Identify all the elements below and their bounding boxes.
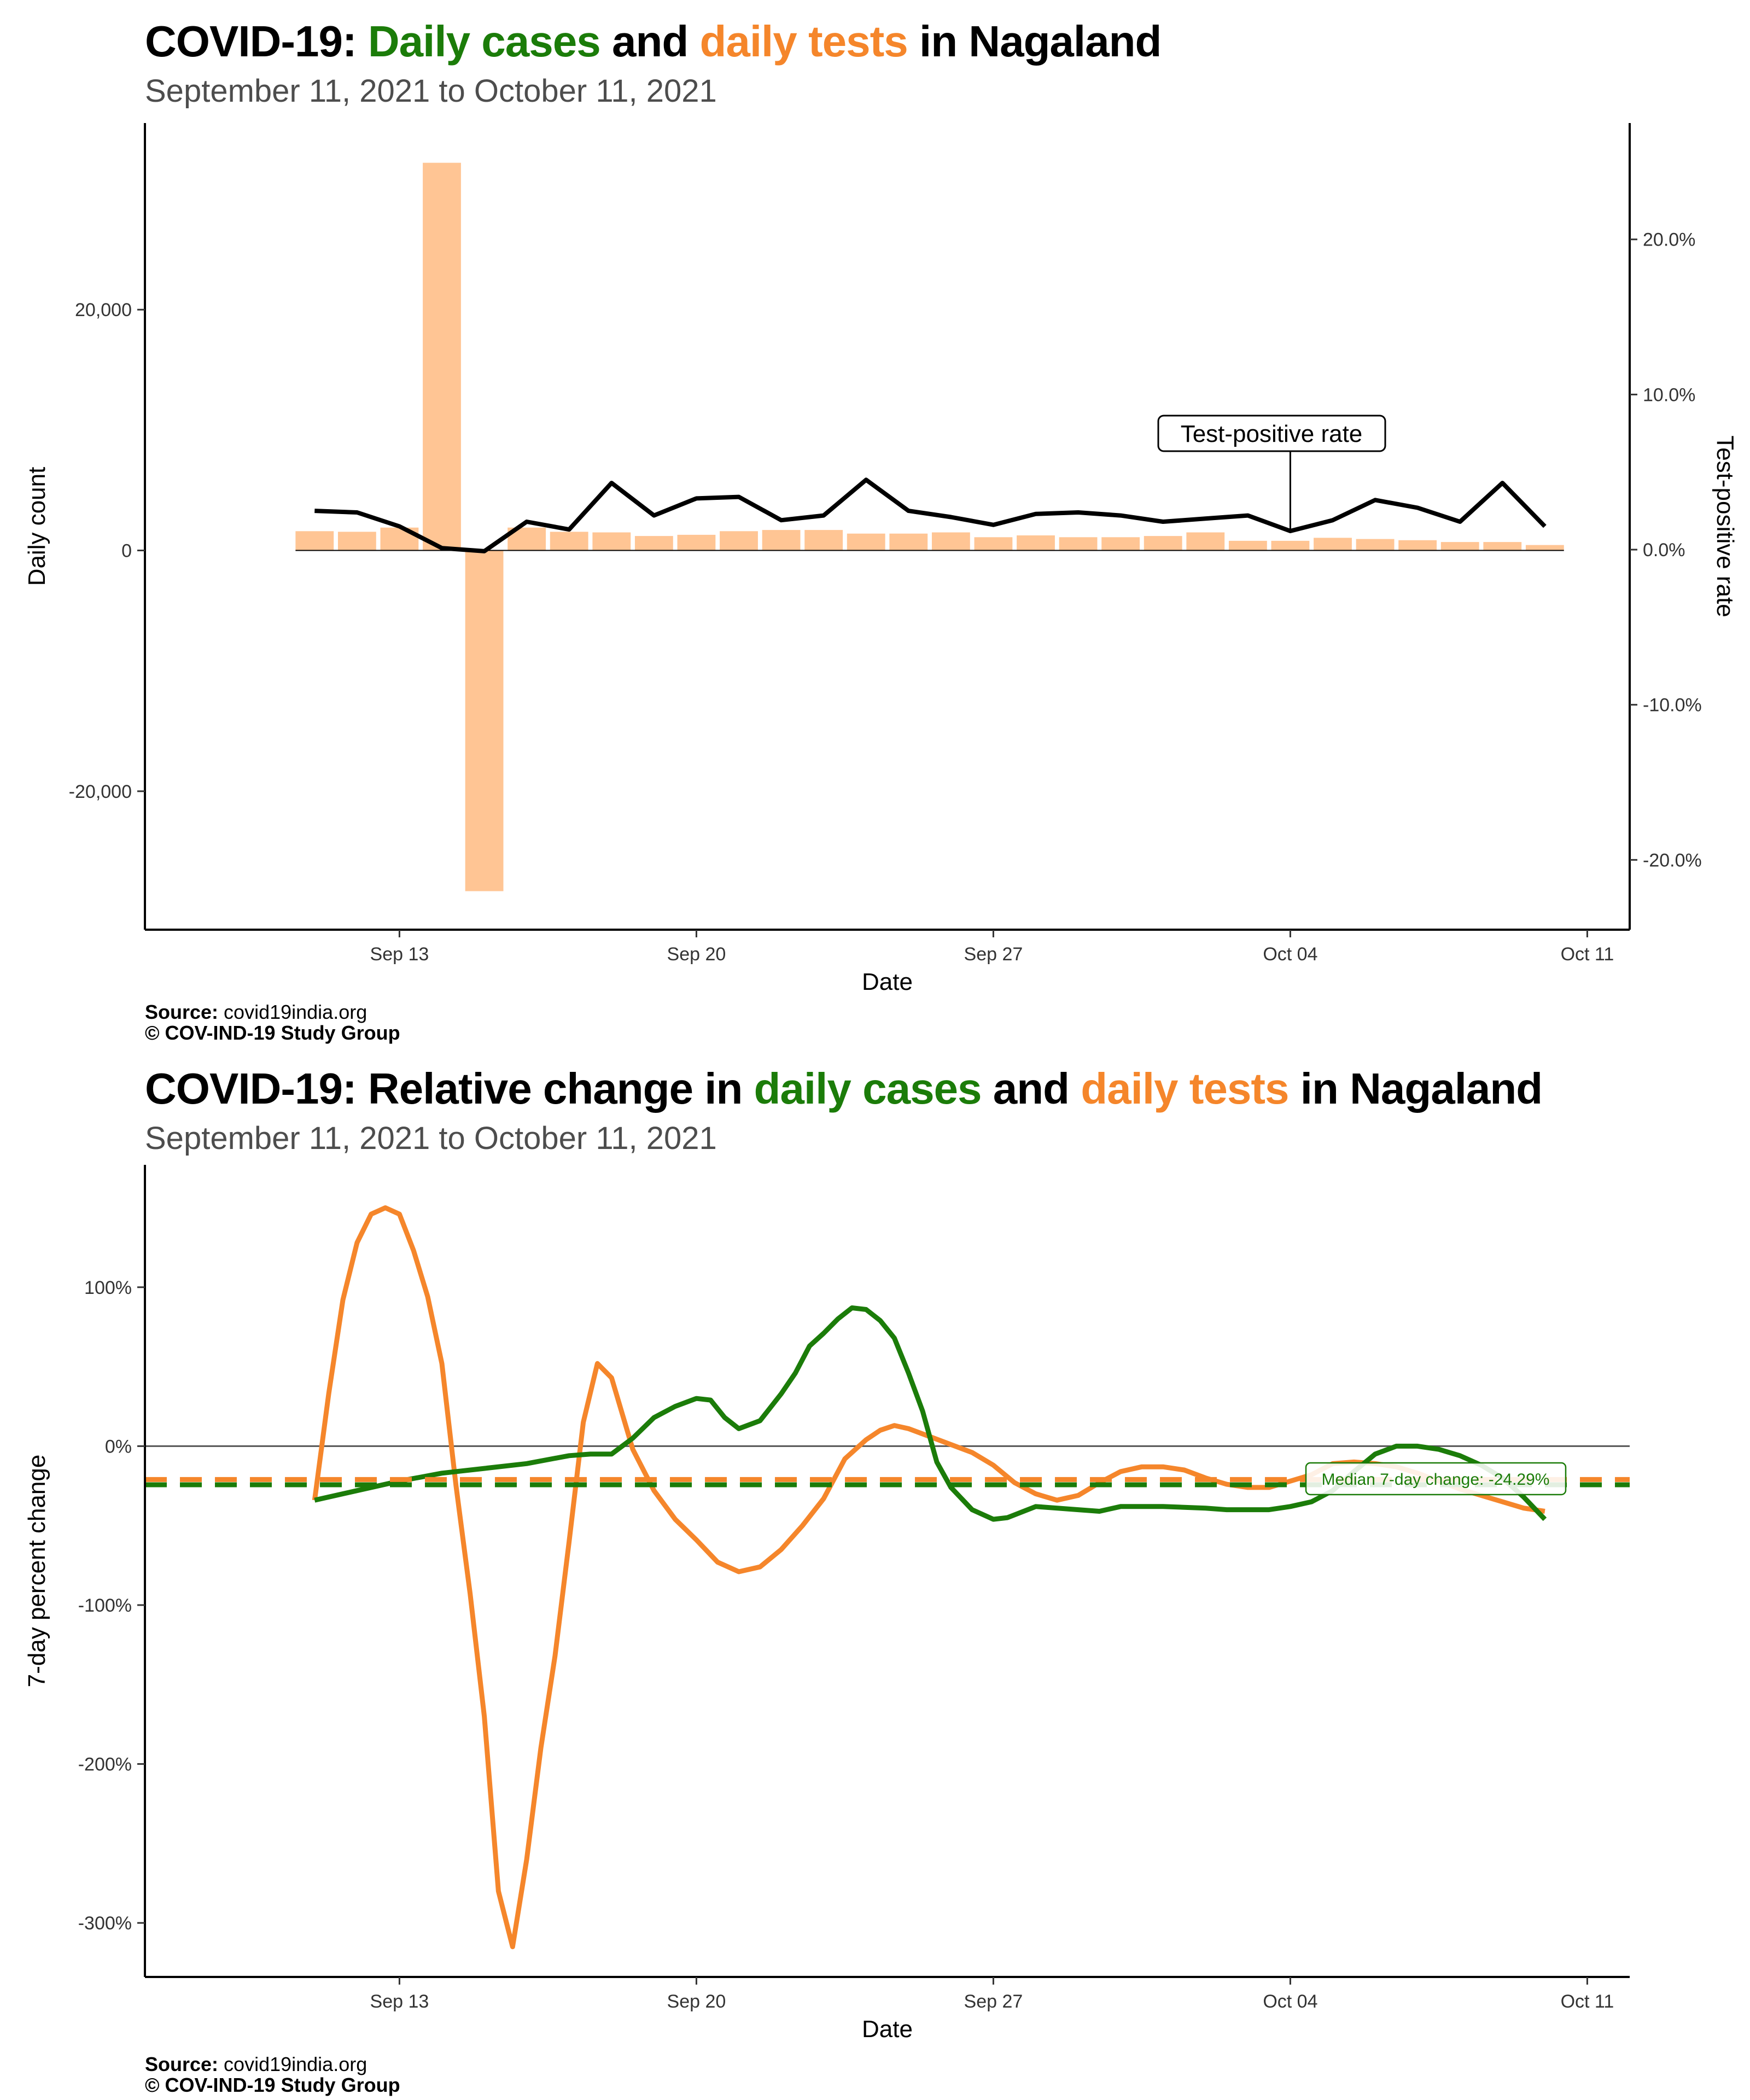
- chart-subtitle: September 11, 2021 to October 11, 2021: [145, 73, 717, 109]
- tests-bar: [1017, 535, 1055, 551]
- title-tests: daily tests: [699, 17, 908, 66]
- title-tests: daily tests: [1081, 1064, 1289, 1113]
- tests-bar: [1314, 538, 1352, 551]
- source-note: Source: covid19india.org: [145, 2054, 367, 2075]
- tests-bar: [677, 534, 716, 551]
- x-tick-label: Oct 04: [1263, 1991, 1317, 2012]
- tests-bar: [423, 162, 461, 551]
- copyright-text: © COV-IND-19 Study Group: [145, 1022, 400, 1044]
- y-tick-label: -20,000: [69, 781, 132, 802]
- tests-bar: [1525, 545, 1564, 551]
- tests-bar: [762, 530, 801, 551]
- tests-change-line: [312, 1205, 1545, 1950]
- chart-title: COVID-19: Relative change in daily cases…: [145, 1064, 1543, 1114]
- x-tick-label: Sep 27: [964, 1991, 1023, 2012]
- source-value: covid19india.org: [218, 1001, 368, 1023]
- x-tick-label: Oct 11: [1561, 1991, 1614, 2012]
- annotation-box: [1157, 415, 1386, 452]
- source-value: covid19india.org: [218, 2053, 368, 2075]
- tests-bar: [1186, 532, 1225, 551]
- tests-bar: [1271, 540, 1310, 551]
- percent-change-chart: Median 7-day change: -24.29% -300% -200% -1…: [24, 1165, 1630, 2043]
- x-axis-title: Date: [862, 969, 913, 995]
- title-prefix: COVID-19: Relative change in: [145, 1064, 754, 1113]
- tests-bar: [1356, 539, 1395, 551]
- y-tick-label: -300%: [78, 1913, 132, 1934]
- tests-bar: [931, 532, 970, 551]
- x-tick-label: Oct 04: [1263, 944, 1317, 965]
- tests-bar: [550, 532, 588, 551]
- y-tick-label: -200%: [78, 1754, 132, 1775]
- annotation-label: Test-positive rate: [1181, 421, 1363, 447]
- median-label-box: [1305, 1462, 1567, 1496]
- copyright-note: © COV-IND-19 Study Group: [145, 1023, 400, 1043]
- title-cases: Daily cases: [368, 17, 601, 66]
- tests-bar: [847, 533, 885, 551]
- source-label: Source:: [145, 1001, 219, 1023]
- title-mid: and: [600, 17, 700, 66]
- tests-bar: [720, 531, 758, 551]
- x-tick-label: Sep 27: [964, 944, 1023, 965]
- median-label: Median 7-day change: -24.29%: [1322, 1471, 1550, 1489]
- source-label: Source:: [145, 2053, 219, 2075]
- tests-bar: [592, 532, 631, 551]
- tests-bar: [889, 533, 928, 551]
- tests-bar: [974, 537, 1013, 551]
- y-axis-title: 7-day percent change: [24, 1455, 50, 1688]
- y-tick-label: 0: [121, 541, 132, 562]
- tests-bar: [1483, 542, 1522, 551]
- title-prefix: COVID-19:: [145, 17, 368, 66]
- tests-bar: [1144, 536, 1182, 551]
- title-suffix: in Nagaland: [1288, 1064, 1543, 1113]
- tests-bar: [1228, 540, 1267, 551]
- y-tick-label: 20,000: [75, 300, 132, 320]
- title-mid: and: [981, 1064, 1081, 1113]
- title-suffix: in Nagaland: [907, 17, 1162, 66]
- tests-bar: [1440, 542, 1479, 551]
- tests-bar: [1398, 540, 1437, 551]
- y2-tick-label: 20.0%: [1643, 230, 1695, 250]
- source-note: Source: covid19india.org: [145, 1002, 367, 1023]
- y2-tick-label: -20.0%: [1643, 850, 1702, 871]
- x-tick-label: Sep 20: [667, 944, 726, 965]
- x-tick-label: Sep 13: [370, 1991, 429, 2012]
- tests-bar: [465, 550, 504, 891]
- y2-tick-label: 10.0%: [1643, 384, 1695, 405]
- y-tick-label: 100%: [84, 1278, 132, 1298]
- tests-bar: [804, 530, 843, 551]
- chart-subtitle: September 11, 2021 to October 11, 2021: [145, 1121, 717, 1156]
- relative-change-panel: COVID-19: Relative change in daily cases…: [0, 1045, 1750, 2100]
- y-tick-label: 0%: [105, 1436, 132, 1457]
- daily-count-chart: Test-positive rate -20,000 0 20,000 -20.0% -1…: [24, 123, 1739, 995]
- copyright-note: © COV-IND-19 Study Group: [145, 2075, 400, 2096]
- y2-axis-title: Test-positive rate: [1712, 435, 1739, 617]
- tests-bar: [634, 536, 673, 551]
- copyright-text: © COV-IND-19 Study Group: [145, 2074, 400, 2096]
- tests-bar: [1101, 537, 1140, 551]
- tests-bar: [1059, 537, 1098, 551]
- tpr-line: [314, 477, 1547, 553]
- tests-bar: [337, 532, 376, 551]
- y2-tick-label: -10.0%: [1643, 695, 1702, 716]
- tests-bar: [295, 531, 334, 551]
- x-tick-label: Sep 20: [667, 1991, 726, 2012]
- chart-title: COVID-19: Daily cases and daily tests in…: [145, 16, 1162, 67]
- x-axis-title: Date: [862, 2016, 913, 2043]
- title-cases: daily cases: [754, 1064, 982, 1113]
- daily-cases-tests-panel: COVID-19: Daily cases and daily tests in…: [0, 0, 1750, 1045]
- x-tick-label: Sep 13: [370, 944, 429, 965]
- x-tick-label: Oct 11: [1561, 944, 1614, 965]
- y-axis-title: Daily count: [24, 467, 50, 586]
- y2-tick-label: 0.0%: [1643, 540, 1685, 561]
- y-tick-label: -100%: [78, 1595, 132, 1616]
